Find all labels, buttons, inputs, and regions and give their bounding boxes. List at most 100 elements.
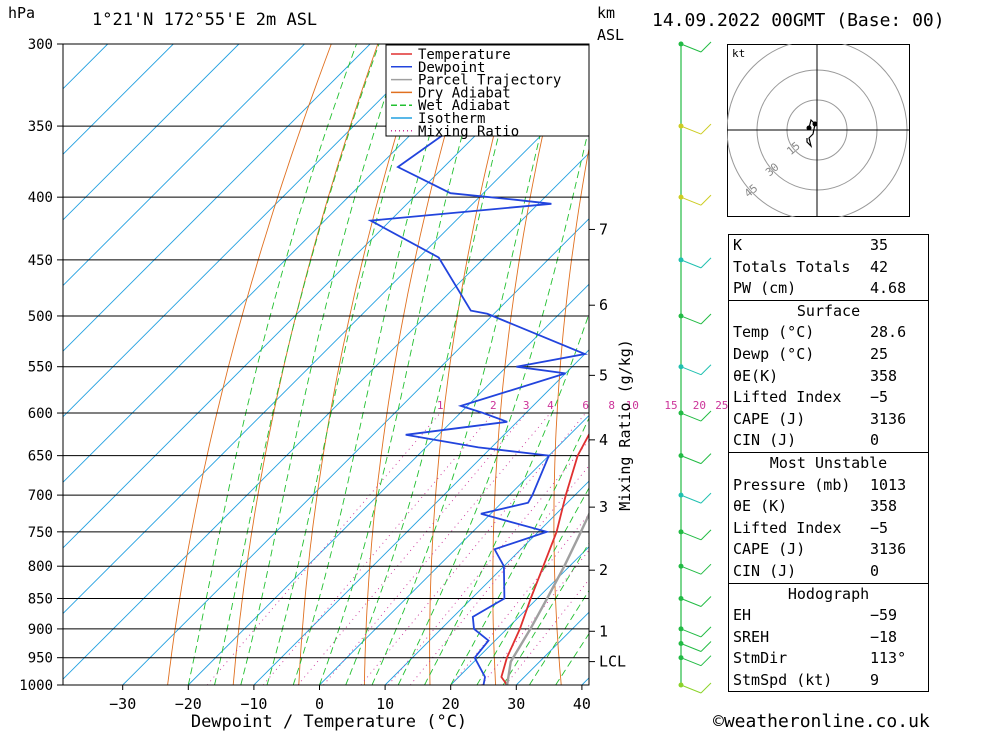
most-unstable-index-row: CAPE (J) 3136 — [729, 539, 928, 561]
pressure-tick-label: 1000 — [19, 678, 53, 694]
most-unstable-index-label: CAPE (J) — [733, 540, 806, 559]
dry-adiabat-line — [670, 44, 703, 685]
wind-barb-feather — [700, 641, 712, 652]
wet-adiabat-line — [292, 44, 458, 685]
surface-index-row: Lifted Index −5 — [729, 387, 928, 409]
isotherm-line — [63, 44, 174, 155]
wet-adiabat-line — [319, 44, 489, 685]
mixing-ratio-label: 20 — [693, 399, 706, 412]
temperature-tick-label: 30 — [507, 695, 525, 713]
pressure-tick-label: 750 — [28, 525, 53, 541]
most-unstable-index-value: −5 — [870, 518, 889, 537]
wind-barb-feather — [700, 682, 712, 694]
surface-index-row: CAPE (J) 3136 — [729, 409, 928, 431]
isotherm-line — [384, 480, 589, 685]
temperature-tick-label: 0 — [315, 695, 324, 713]
wind-barb-staff — [680, 366, 702, 376]
surface-index-row: CIN (J) 0 — [729, 430, 928, 452]
most-unstable-index-label: CIN (J) — [733, 561, 797, 580]
basic-index-row: PW (cm) 4.68 — [729, 278, 928, 300]
wind-barb-feather — [700, 41, 712, 53]
wind-barb-feather — [700, 410, 712, 422]
isotherm-line — [122, 218, 589, 685]
surface-index-value: 0 — [870, 431, 880, 450]
datetime-label: 14.09.2022 00GMT (Base: 00) — [652, 10, 945, 31]
altitude-tick-label: LCL — [599, 653, 626, 671]
hodograph-stats-section: Hodograph EH −59 SREH −18 StmDir 113° StmSpd (… — [729, 582, 928, 692]
hodograph-stat-row: StmDir 113° — [729, 648, 928, 670]
mixing-ratio-label: 1 — [437, 399, 444, 412]
legend-entry: Temperature — [418, 47, 511, 63]
wind-barb-staff — [680, 643, 702, 652]
basic-index-row: Totals Totals 42 — [729, 257, 928, 279]
mixing-ratio-label: 8 — [608, 399, 615, 412]
hodograph-stat-value: 113° — [870, 649, 907, 668]
basic-index-value: 4.68 — [870, 279, 907, 298]
mixing-ratio-line — [451, 513, 589, 685]
dewpoint-series-line — [367, 44, 589, 685]
isotherm-line — [63, 44, 305, 287]
hodograph-marker — [806, 125, 812, 131]
wind-barb-feather — [700, 257, 712, 269]
legend-entry: Mixing Ratio — [418, 124, 519, 140]
altitude-tick-label: 5 — [599, 366, 608, 384]
wet-adiabat-line — [187, 44, 357, 685]
wind-barb-staff — [680, 412, 702, 422]
mixing-ratio-label: 2 — [490, 399, 497, 412]
pressure-tick-label: 700 — [28, 488, 53, 504]
surface-index-label: Lifted Index — [733, 388, 842, 407]
surface-index-row: Temp (°C) 28.6 — [729, 322, 928, 344]
most-unstable-index-label: Pressure (mb) — [733, 475, 851, 494]
most-unstable-section: Most Unstable Pressure (mb) 1013 θE (K) 358… — [729, 451, 928, 583]
wind-barb-staff — [680, 43, 702, 53]
most-unstable-index-value: 0 — [870, 561, 880, 580]
dry-adiabat-line — [553, 146, 589, 685]
isotherm-line — [63, 44, 568, 549]
altitude-tick-label: 2 — [599, 561, 608, 579]
wind-barb-staff — [680, 628, 702, 638]
hodograph-stats-title: Hodograph — [787, 584, 870, 603]
surface-index-value: 358 — [870, 366, 898, 385]
legend-entry: Dewpoint — [418, 60, 485, 76]
plot-frame — [62, 43, 590, 686]
wind-barb-feather — [700, 194, 712, 206]
temperature-tick-label: −10 — [240, 695, 267, 713]
dry-adiabat-line — [363, 44, 472, 685]
wind-barb-feather — [700, 563, 712, 575]
most-unstable-index-value: 3136 — [870, 540, 907, 559]
wet-adiabat-line — [266, 44, 430, 685]
pressure-unit-label: hPa — [8, 4, 36, 22]
hodograph-stat-label: SREH — [733, 627, 770, 646]
most-unstable-index-row: θE (K) 358 — [729, 496, 928, 518]
surface-index-value: −5 — [870, 388, 889, 407]
wind-barb-staff — [680, 684, 702, 694]
basic-index-row: K 35 — [729, 235, 928, 257]
surface-index-value: 25 — [870, 344, 889, 363]
wind-barb-feather — [700, 655, 712, 667]
credit-link[interactable]: ©weatheronline.co.uk — [713, 711, 930, 732]
legend-entry: Parcel Trajectory — [418, 73, 561, 89]
wind-barb-staff — [680, 259, 702, 269]
pressure-tick-label: 550 — [28, 360, 53, 376]
legend-entry: Wet Adiabat — [418, 98, 511, 114]
isotherm-line — [63, 44, 371, 352]
altitude-tick-label: 3 — [599, 498, 608, 516]
hodograph-marker — [812, 121, 818, 127]
wet-adiabat-line — [529, 589, 589, 685]
hodograph-stat-value: 9 — [870, 670, 880, 689]
hodograph-stat-row: EH −59 — [729, 605, 928, 627]
surface-index-label: CIN (J) — [733, 431, 797, 450]
pressure-tick-label: 300 — [28, 37, 53, 53]
hodograph-stat-row: StmSpd (kt) 9 — [729, 670, 928, 692]
mixing-ratio-label: 4 — [547, 399, 554, 412]
pressure-tick-label: 850 — [28, 591, 53, 607]
isotherm-line — [63, 86, 589, 615]
hodograph-stat-label: EH — [733, 606, 752, 625]
temperature-tick-label: 20 — [442, 695, 460, 713]
isotherm-line — [253, 349, 589, 685]
temperature-tick-label: 10 — [376, 695, 394, 713]
surface-index-label: θE(K) — [733, 366, 779, 385]
surface-index-value: 28.6 — [870, 323, 907, 342]
